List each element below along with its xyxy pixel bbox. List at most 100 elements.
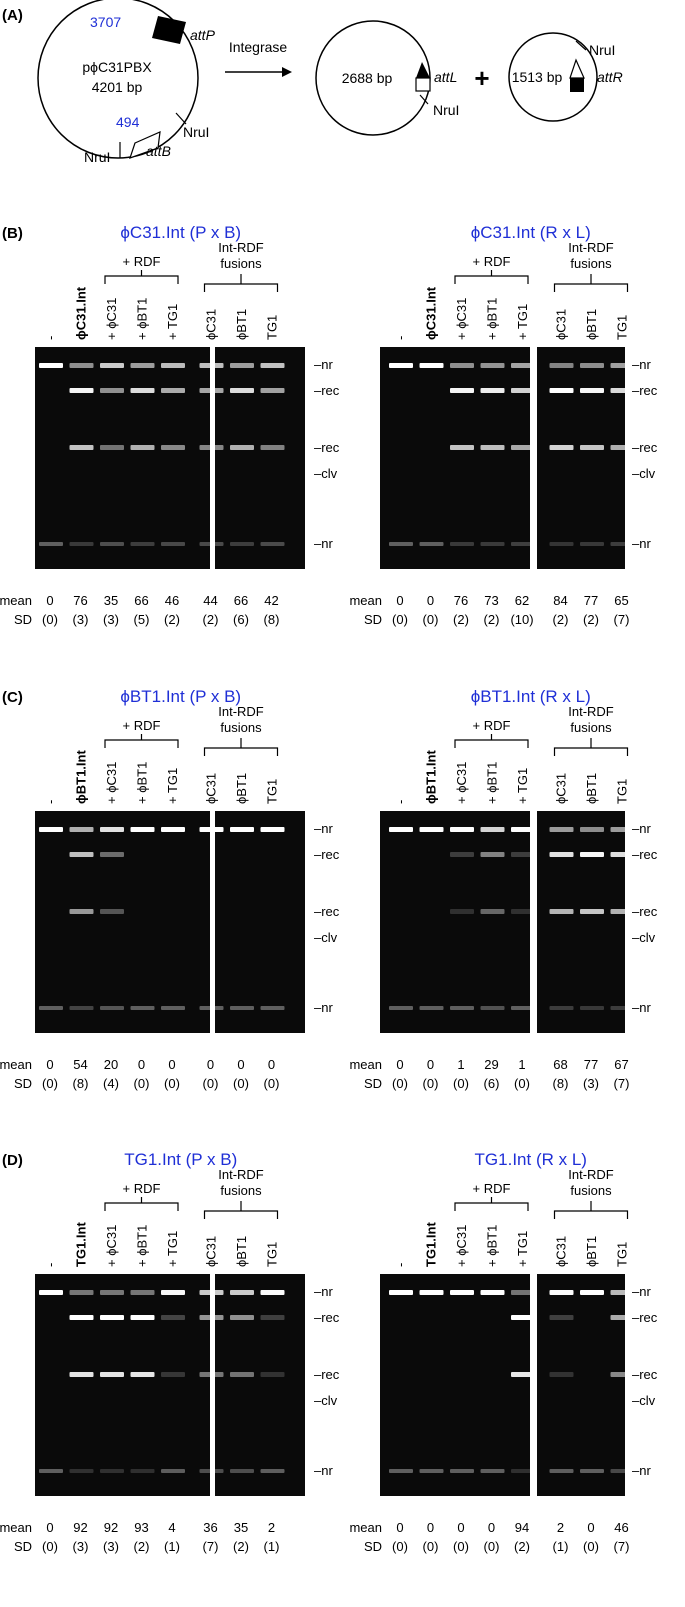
rdf-bracket <box>104 1197 179 1211</box>
band-rec <box>580 909 604 914</box>
band-nr <box>450 1290 474 1295</box>
mean-value: 1 <box>457 1057 464 1072</box>
lane-label: TG1.Int <box>74 1222 89 1267</box>
mean-value: 76 <box>73 593 87 608</box>
fusions-bracket <box>203 274 279 292</box>
mean-value: 0 <box>427 593 434 608</box>
band-label-nr: –nr <box>632 1000 651 1015</box>
gel-panels: (B) ϕC31.Int (P x B)+ RDFInt-RDFfusions-ϕ… <box>0 223 658 1554</box>
sd-value: (1) <box>164 1539 180 1554</box>
band-nr <box>580 1290 604 1295</box>
attl-box-icon <box>415 77 431 92</box>
fusions-label: Int-RDF <box>568 1167 614 1182</box>
band-label-nr: –nr <box>314 1463 333 1478</box>
band-rec <box>480 852 505 857</box>
panel-label: (C) <box>2 689 23 706</box>
panel-a: (A) 3707 pϕC31PBX 4201 bp 494 attP attB … <box>2 0 623 165</box>
band-nr-small <box>549 1469 574 1473</box>
band-nr <box>419 827 444 832</box>
band-nr <box>511 1290 535 1295</box>
band-label-nr: –nr <box>632 536 651 551</box>
band-rec <box>161 388 185 393</box>
band-nr <box>419 1290 444 1295</box>
mean-value: 36 <box>203 1520 217 1535</box>
lane-label: + ϕBT1 <box>135 762 150 804</box>
lane-label: + ϕBT1 <box>135 298 150 340</box>
band-nr-small <box>480 1469 505 1473</box>
rdf-bracket <box>454 734 529 748</box>
lane-label: + TG1 <box>515 304 530 340</box>
sd-label: SD <box>14 612 32 627</box>
band-rec <box>130 388 155 393</box>
mean-value: 77 <box>584 1057 598 1072</box>
rdf-label: + RDF <box>123 254 161 269</box>
mean-value: 0 <box>46 1057 53 1072</box>
mean-value: 0 <box>396 593 403 608</box>
band-nr <box>389 363 413 368</box>
band-rec <box>450 852 474 857</box>
rdf-bracket <box>454 1197 529 1211</box>
band-nr-small <box>389 1006 413 1010</box>
band-nr <box>161 363 185 368</box>
band-nr <box>161 827 185 832</box>
band-label-nr: –nr <box>632 821 651 836</box>
band-nr <box>230 827 254 832</box>
lane-label: TG1 <box>265 1242 280 1267</box>
sd-value: (7) <box>614 612 630 627</box>
band-label-clv: –clv <box>314 930 338 945</box>
sd-value: (7) <box>203 1539 219 1554</box>
band-nr-small <box>199 542 224 546</box>
mean-label: mean <box>349 593 382 608</box>
band-rec <box>161 445 185 450</box>
band-nr <box>199 363 224 368</box>
lane-label: + ϕC31 <box>454 1225 469 1267</box>
mean-value: 0 <box>46 1520 53 1535</box>
band-nr <box>610 363 635 368</box>
band-rec <box>549 909 574 914</box>
attr-label: attR <box>597 69 623 85</box>
lane-label: ϕBT1.Int <box>74 750 89 804</box>
band-rec <box>511 909 535 914</box>
band-rec <box>260 1315 285 1320</box>
lane-label: + TG1 <box>165 1231 180 1267</box>
mean-value: 92 <box>73 1520 87 1535</box>
band-nr-small <box>199 1469 224 1473</box>
sd-value: (0) <box>484 1539 500 1554</box>
product1-size: 2688 bp <box>342 70 393 86</box>
fusions-bracket <box>553 738 629 756</box>
sd-value: (8) <box>73 1076 89 1091</box>
gel-image <box>215 1274 305 1496</box>
nrui-tick-right <box>175 112 187 125</box>
band-nr-small <box>69 1006 94 1010</box>
rdf-bracket <box>454 270 529 284</box>
sd-value: (6) <box>484 1076 500 1091</box>
lane-label: ϕC31 <box>554 309 569 340</box>
band-nr-small <box>161 1006 185 1010</box>
lane-label: - <box>43 336 58 340</box>
band-label-nr: –nr <box>314 1000 333 1015</box>
lane-label: TG1.Int <box>424 1222 439 1267</box>
mean-value: 62 <box>515 593 529 608</box>
plasmid-circle <box>37 0 199 159</box>
mean-value: 0 <box>138 1057 145 1072</box>
band-nr <box>130 363 155 368</box>
band-nr-small <box>39 1006 63 1010</box>
band-nr-small <box>161 542 185 546</box>
band-nr <box>69 827 94 832</box>
sd-value: (7) <box>614 1539 630 1554</box>
sd-value: (2) <box>203 612 219 627</box>
nrui-label-p1: NruI <box>433 102 459 118</box>
gel-title: TG1.Int (R x L) <box>475 1150 587 1169</box>
fusions-bracket <box>203 1201 279 1219</box>
lane-label: TG1 <box>265 779 280 804</box>
lane-label: - <box>393 1263 408 1267</box>
fusions-label: Int-RDF <box>218 1167 264 1182</box>
sd-value: (0) <box>583 1539 599 1554</box>
band-nr <box>511 827 535 832</box>
band-rec <box>230 1372 254 1377</box>
band-rec <box>480 445 505 450</box>
